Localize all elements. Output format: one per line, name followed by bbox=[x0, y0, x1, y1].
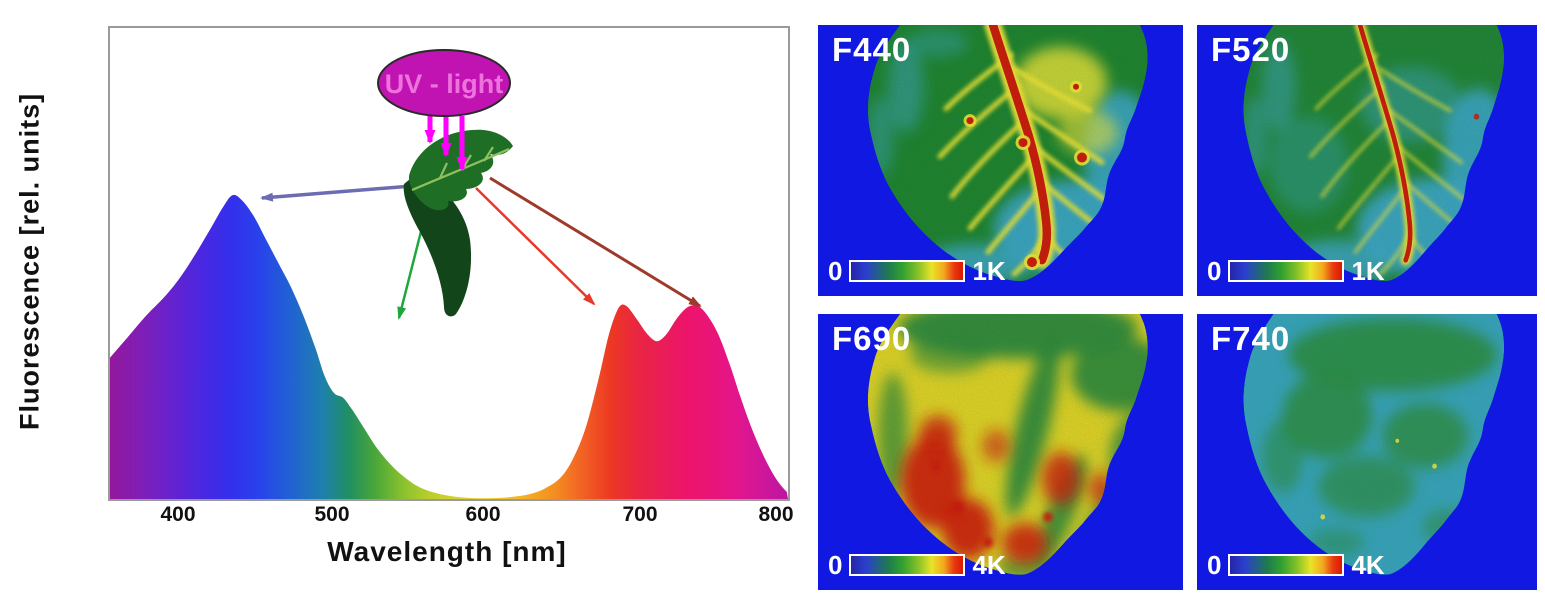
scale-max: 4K bbox=[1351, 550, 1385, 580]
leaf-image-panel-f690: F690 0 4K bbox=[818, 314, 1183, 590]
x-tick-800: 800 bbox=[758, 503, 794, 526]
x-tick-600: 600 bbox=[465, 503, 501, 526]
spectrum-svg: UV - light bbox=[110, 49, 788, 499]
x-axis-label: Wavelength [nm] bbox=[327, 536, 567, 567]
panel-label-f690: F690 bbox=[832, 320, 912, 357]
panel-label-f520: F520 bbox=[1211, 31, 1291, 68]
y-axis-label: Fluorescence [rel. units] bbox=[14, 92, 45, 431]
uv-excitation-arrows bbox=[424, 116, 468, 171]
colormap-bar bbox=[1228, 260, 1345, 282]
color-scalebar: 0 4K bbox=[1207, 552, 1385, 578]
uv-light-label: UV - light bbox=[385, 69, 503, 99]
scale-max: 1K bbox=[1351, 256, 1385, 286]
uv-light-ellipse bbox=[377, 49, 511, 117]
scale-max: 1K bbox=[972, 256, 1006, 286]
leaf-image-panel-f440: F440 0 1K bbox=[818, 25, 1183, 296]
leaf-fluorescence-image-f740 bbox=[1197, 314, 1537, 590]
colormap-bar bbox=[849, 260, 966, 282]
leaf-fluorescence-image-f520 bbox=[1197, 25, 1537, 296]
far-red-fluorescence-arrow bbox=[489, 176, 702, 308]
blue-fluorescence-arrow bbox=[260, 184, 413, 202]
leaf-image-panel-f740: F740 0 4K bbox=[1197, 314, 1537, 590]
annotation-layer: UV - light bbox=[260, 49, 702, 320]
scale-min: 0 bbox=[828, 256, 843, 286]
x-tick-400: 400 bbox=[160, 503, 196, 526]
panel-label-f740: F740 bbox=[1211, 320, 1291, 357]
scale-max: 4K bbox=[972, 550, 1006, 580]
red-fluorescence-arrow bbox=[475, 187, 596, 306]
colormap-bar bbox=[849, 554, 966, 576]
scale-min: 0 bbox=[828, 550, 843, 580]
panel-label-f440: F440 bbox=[832, 31, 912, 68]
leaf-fluorescence-image-f440 bbox=[818, 25, 1183, 296]
scale-min: 0 bbox=[1207, 256, 1222, 286]
color-scalebar: 0 1K bbox=[1207, 258, 1385, 284]
leaf-fluorescence-image-f690 bbox=[818, 314, 1183, 590]
colormap-bar bbox=[1228, 554, 1345, 576]
x-tick-500: 500 bbox=[314, 503, 350, 526]
leaf-illustration bbox=[403, 129, 513, 317]
spectrum-curve bbox=[110, 194, 788, 499]
color-scalebar: 0 1K bbox=[828, 258, 1006, 284]
color-scalebar: 0 4K bbox=[828, 552, 1006, 578]
spectrum-plot-area: UV - light bbox=[108, 26, 790, 501]
x-tick-700: 700 bbox=[622, 503, 658, 526]
scale-min: 0 bbox=[1207, 550, 1222, 580]
leaf-image-panel-f520: F520 0 1K bbox=[1197, 25, 1537, 296]
